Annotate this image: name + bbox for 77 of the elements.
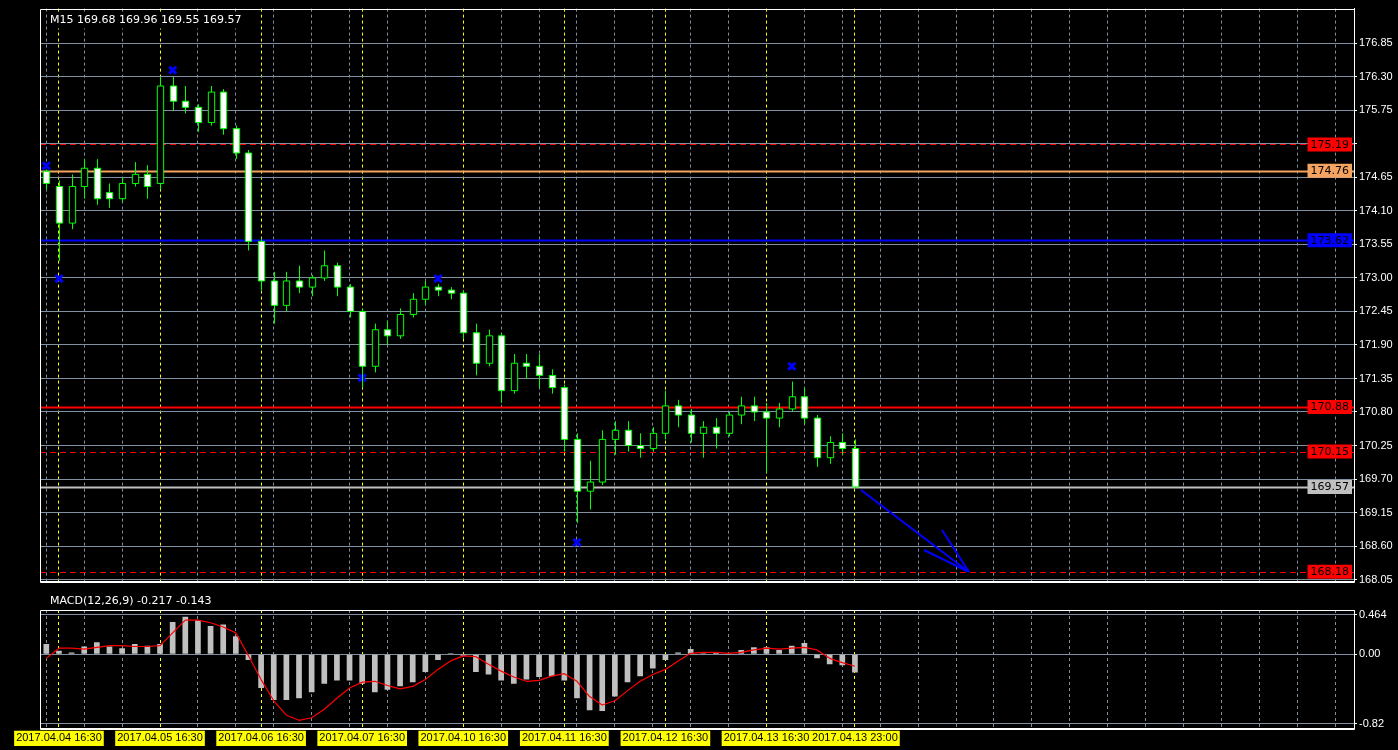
y-tick-label: 0.464 [1359,607,1387,620]
bar [131,643,138,654]
x-tick-label: 2017.04.10 16:30 [420,731,507,744]
bar [397,654,403,687]
bar [409,654,416,683]
x-tick-label: 2017.04.11 16:30 [521,731,607,744]
bar [106,646,113,654]
point [53,273,64,284]
point [41,160,52,171]
x-tick-label: 2017.04.04 16:30 [16,731,102,744]
y-tick-label: 171.35 [1359,371,1393,384]
y-tick-label: 174.10 [1359,203,1393,216]
ref-line-label: 173.62 [1310,233,1350,247]
bar [574,654,580,699]
point [786,361,797,372]
bar [321,654,328,684]
bar [43,643,50,654]
bar [536,654,542,678]
y-tick-label: 173.00 [1359,270,1393,283]
bar [649,654,656,669]
ref-line-label: 170.15 [1310,444,1350,458]
ref-line-label: 168.18 [1310,565,1350,579]
y-tick-label: 168.60 [1359,539,1393,552]
bar [371,654,378,693]
bar [119,648,125,654]
bar [232,636,239,654]
bar [359,654,366,684]
bar [498,654,505,681]
ref-line-label: 169.57 [1310,480,1350,494]
point [571,537,583,548]
bar [157,643,163,654]
y-tick-label: 170.80 [1359,405,1393,418]
y-tick-label: 169.70 [1359,472,1393,485]
y-tick-label: 171.90 [1359,338,1393,350]
y-tick-label: -0.82 [1359,716,1385,729]
x-tick-label: 2017.04.07 16:30 [319,731,405,744]
point [167,65,178,76]
bar [548,654,555,677]
bar [561,654,568,681]
text: M15 169.68 169.96 169.55 169.57 [50,13,242,27]
point [432,273,444,284]
x-tick-label: 2017.04.13 23:00 [812,731,898,744]
bar [334,654,340,681]
bar [169,621,176,654]
y-tick-label: 176.30 [1359,69,1393,82]
chart-title: MACD(12,26,9) -0.217 -0.143 [50,593,212,607]
ref-line-label: 174.76 [1310,164,1350,178]
bar [776,649,782,654]
ref-line-label: 175.19 [1310,137,1350,151]
bar [852,654,858,673]
y-tick-label: 176.85 [1359,36,1393,49]
bar [56,650,62,654]
y-tick-label: 0.00 [1359,647,1381,660]
x-tick-label: 2017.04.13 16:30 [723,731,810,744]
bar [182,616,189,654]
y-tick-label: 170.25 [1359,438,1393,451]
y-tick-label: 169.15 [1359,505,1393,518]
bar [435,654,441,661]
x-tick-label: 2017.04.06 16:30 [218,731,304,744]
y-tick-label: 172.45 [1359,304,1393,317]
bar [599,654,606,711]
bar [510,654,517,684]
bar [258,654,264,689]
bar [207,626,214,654]
y-tick-label: 174.65 [1359,170,1393,183]
bar [270,654,277,700]
ref-line-label: 170.88 [1310,400,1350,414]
bar [195,620,201,654]
bar [612,654,618,697]
y-tick-label: 168.05 [1359,572,1393,585]
bar [220,624,227,654]
x-tick-label: 2017.04.12 16:30 [622,731,709,744]
x-tick-label: 2017.04.05 16:30 [117,731,203,744]
y-tick-label: 173.55 [1359,237,1393,250]
y-tick-label: 175.75 [1359,103,1393,116]
bar [637,654,643,677]
bar [296,654,302,699]
